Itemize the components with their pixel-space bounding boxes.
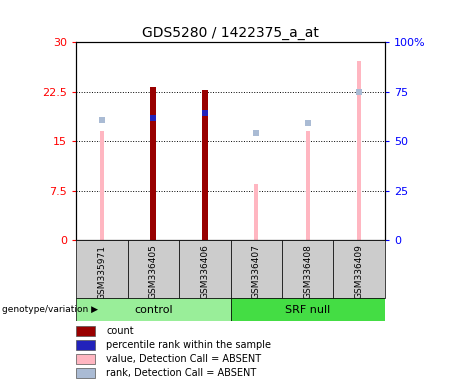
Bar [76, 340, 95, 350]
Text: SRF null: SRF null [285, 305, 331, 314]
Text: value, Detection Call = ABSENT: value, Detection Call = ABSENT [106, 354, 261, 364]
Bar [230, 298, 385, 321]
Bar [76, 298, 230, 321]
Text: GSM336409: GSM336409 [355, 245, 364, 300]
Bar [76, 240, 128, 298]
Bar [76, 326, 95, 336]
Bar [333, 240, 385, 298]
Bar [201, 90, 208, 240]
Text: GSM336407: GSM336407 [252, 245, 261, 300]
Bar [357, 61, 361, 240]
Text: percentile rank within the sample: percentile rank within the sample [106, 340, 272, 350]
Bar [306, 131, 310, 240]
Text: GSM336406: GSM336406 [200, 245, 209, 300]
Bar [76, 368, 95, 378]
Bar [230, 240, 282, 298]
Text: count: count [106, 326, 134, 336]
Bar [203, 90, 207, 240]
Bar [179, 240, 230, 298]
Title: GDS5280 / 1422375_a_at: GDS5280 / 1422375_a_at [142, 26, 319, 40]
Text: GSM336408: GSM336408 [303, 245, 312, 300]
Bar [282, 240, 333, 298]
Bar [100, 131, 104, 240]
Bar [76, 354, 95, 364]
Text: rank, Detection Call = ABSENT: rank, Detection Call = ABSENT [106, 368, 257, 378]
Bar [254, 184, 258, 240]
Text: control: control [134, 305, 172, 314]
Text: GSM335971: GSM335971 [97, 245, 106, 300]
Bar [150, 87, 156, 240]
Bar [151, 87, 155, 240]
Text: GSM336405: GSM336405 [149, 245, 158, 300]
Text: genotype/variation ▶: genotype/variation ▶ [2, 305, 98, 314]
Bar [128, 240, 179, 298]
